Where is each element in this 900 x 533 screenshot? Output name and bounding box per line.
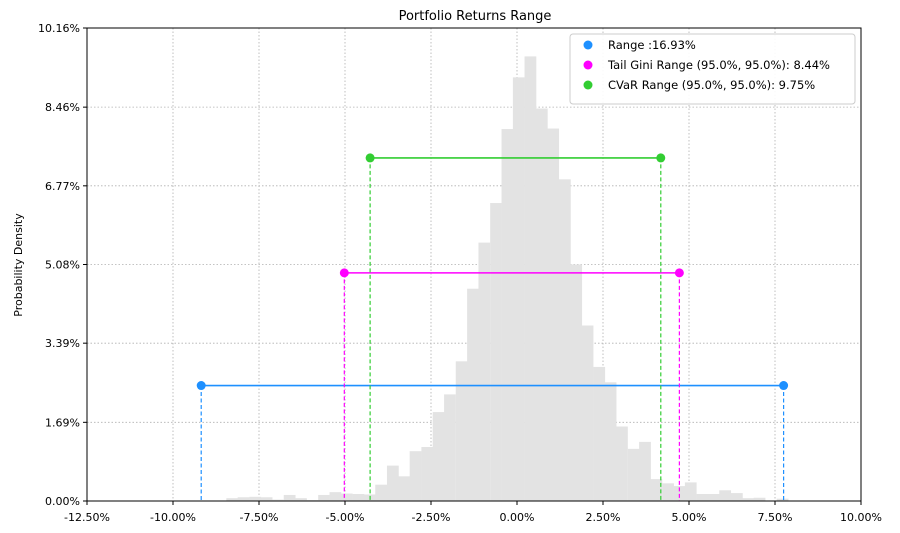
histogram-bar (272, 499, 284, 501)
histogram-bar (512, 77, 525, 502)
range-start-marker (339, 268, 349, 278)
y-tick-label: 6.77% (45, 180, 80, 193)
histogram-bar (639, 441, 651, 501)
histogram-bar (616, 426, 628, 501)
y-tick-label: 10.16% (38, 22, 80, 35)
x-tick-label: -12.50% (64, 511, 110, 524)
histogram-bar (260, 497, 273, 501)
histogram-bar (467, 288, 479, 501)
legend-marker (583, 40, 593, 50)
histogram-bar (375, 484, 388, 501)
histogram-bar (719, 490, 732, 501)
x-tick-label: -5.00% (326, 511, 365, 524)
legend-label: Range :16.93% (608, 38, 696, 52)
histogram-bar (329, 492, 342, 501)
histogram-bar (684, 482, 697, 501)
legend-label: CVaR Range (95.0%, 95.0%): 9.75% (608, 78, 815, 92)
legend-marker (583, 60, 593, 70)
range-end-marker (674, 268, 684, 278)
histogram-bar (627, 448, 640, 501)
histogram-bar (524, 56, 537, 501)
y-axis-ticks: 0.00% 1.69% 3.39% 5.08% 6.77% 8.46% 10.16% (38, 22, 87, 508)
histogram-bar (593, 366, 606, 501)
y-tick-label: 5.08% (45, 259, 80, 272)
histogram-bar (237, 497, 250, 501)
x-axis-ticks: -12.50% -10.00% -7.50% -5.00% -2.50% 0.00% 2.5… (64, 501, 882, 524)
histogram-bar (340, 493, 353, 501)
x-tick-label: -2.50% (412, 511, 451, 524)
histogram-bar (421, 446, 434, 501)
histogram-bar (753, 497, 766, 501)
histogram-bar (226, 498, 239, 501)
histogram-bar (386, 465, 399, 501)
histogram-bar (283, 494, 296, 501)
histogram-bar (673, 486, 686, 501)
y-axis-label: Probability Density (12, 213, 25, 317)
histogram-bar (444, 394, 456, 501)
range-end-marker (656, 153, 666, 163)
y-tick-label: 8.46% (45, 101, 80, 114)
range-lines (196, 153, 789, 501)
histogram-bar (432, 412, 445, 501)
x-tick-label: 10.00% (840, 511, 882, 524)
legend-label: Tail Gini Range (95.0%, 95.0%): 8.44% (607, 58, 830, 72)
histogram-bar (570, 264, 583, 501)
histogram-bar (455, 361, 468, 501)
histogram-bar (707, 494, 720, 501)
histogram-bar (547, 128, 560, 501)
legend-marker (583, 80, 593, 90)
x-tick-label: 5.00% (672, 511, 707, 524)
x-tick-label: -7.50% (240, 511, 279, 524)
histogram-bar (318, 494, 330, 501)
histogram-bar (398, 476, 411, 501)
histogram-bar (478, 242, 491, 502)
range-start-marker (196, 381, 206, 391)
x-tick-label: -10.00% (150, 511, 196, 524)
histogram-bar (501, 129, 514, 502)
histogram-bar (662, 483, 674, 501)
histogram-bar (696, 494, 709, 501)
histogram-bar (558, 179, 571, 501)
histogram-bar (742, 498, 755, 501)
x-tick-label: 7.50% (758, 511, 793, 524)
histogram-bar (776, 498, 789, 501)
range-start-marker (365, 153, 375, 163)
histogram-bars (226, 56, 789, 502)
histogram-bar (650, 479, 663, 501)
histogram-bar (535, 108, 548, 502)
histogram-bar (409, 451, 422, 501)
histogram-bar (730, 493, 743, 501)
legend-box (569, 33, 856, 105)
x-tick-label: 0.00% (500, 511, 535, 524)
x-tick-label: 2.50% (586, 511, 621, 524)
y-tick-label: 3.39% (45, 337, 80, 350)
histogram-bar (604, 382, 617, 501)
legend: Range :16.93% Tail Gini Range (95.0%, 95.… (569, 33, 856, 105)
histogram-bar (295, 498, 307, 501)
chart-title: Portfolio Returns Range (399, 9, 552, 24)
histogram-bar (490, 203, 502, 501)
y-tick-label: 1.69% (45, 416, 80, 429)
histogram-bar (249, 496, 262, 501)
y-tick-label: 0.00% (45, 495, 80, 508)
histogram-bar (581, 325, 594, 501)
range-end-marker (779, 381, 789, 391)
histogram-bar (352, 494, 365, 501)
